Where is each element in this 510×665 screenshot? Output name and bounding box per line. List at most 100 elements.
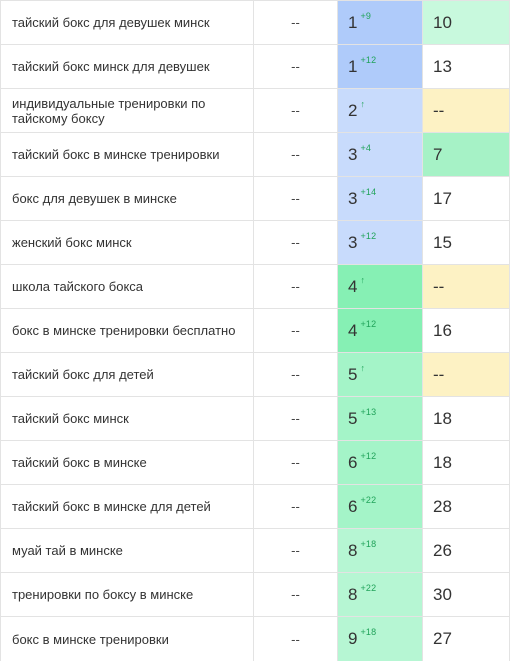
table-row: бокс для девушек в минске -- 3 +14 17	[0, 177, 510, 221]
previous-position-cell: 30	[423, 573, 510, 616]
position-cell: 9 +18	[338, 617, 423, 661]
query-cell: индивидуальные тренировки по тайскому бо…	[0, 89, 254, 132]
position-value: 8	[348, 540, 358, 560]
position-cell: 3 +14	[338, 177, 423, 220]
position-change: ↑	[360, 274, 366, 285]
frequency-cell: --	[254, 309, 338, 352]
frequency-cell: --	[254, 353, 338, 396]
position-value: 4	[348, 276, 358, 296]
position-cell: 3 +12	[338, 221, 423, 264]
table-row: тайский бокс в минске тренировки -- 3 +4 7	[0, 133, 510, 177]
position-change: +12	[360, 450, 377, 461]
position-value: 5	[348, 408, 358, 428]
position-change: +12	[360, 318, 377, 329]
query-cell: бокс в минске тренировки	[0, 617, 254, 661]
position-change: +18	[360, 627, 377, 637]
frequency-cell: --	[254, 221, 338, 264]
query-cell: школа тайского бокса	[0, 265, 254, 308]
query-cell: тайский бокс минск	[0, 397, 254, 440]
query-cell: бокс для девушек в минске	[0, 177, 254, 220]
position-change: +9	[360, 10, 372, 21]
previous-position-cell: 18	[423, 441, 510, 484]
table-row: тайский бокс для детей -- 5 ↑ --	[0, 353, 510, 397]
frequency-cell: --	[254, 265, 338, 308]
position-change: +4	[360, 142, 372, 153]
frequency-cell: --	[254, 485, 338, 528]
previous-position-cell: 15	[423, 221, 510, 264]
query-cell: бокс в минске тренировки бесплатно	[0, 309, 254, 352]
previous-position-cell: 27	[423, 617, 510, 661]
position-change: +14	[360, 186, 377, 197]
frequency-cell: --	[254, 45, 338, 88]
position-cell: 8 +22	[338, 573, 423, 616]
query-cell: тайский бокс минск для девушек	[0, 45, 254, 88]
frequency-cell: --	[254, 529, 338, 572]
position-value: 3	[348, 232, 358, 252]
position-value: 3	[348, 188, 358, 208]
position-value: 5	[348, 364, 358, 384]
table-row: тренировки по боксу в минске -- 8 +22 30	[0, 573, 510, 617]
position-value: 1	[348, 56, 358, 76]
table-row: тайский бокс в минске для детей -- 6 +22 28	[0, 485, 510, 529]
position-cell: 3 +4	[338, 133, 423, 176]
previous-position-cell: 18	[423, 397, 510, 440]
previous-position-cell: 28	[423, 485, 510, 528]
frequency-cell: --	[254, 441, 338, 484]
table-row: тайский бокс для девушек минск -- 1 +9 10	[0, 0, 510, 45]
position-value: 6	[348, 452, 358, 472]
position-value: 4	[348, 320, 358, 340]
position-value: 9	[348, 629, 358, 648]
table-row: женский бокс минск -- 3 +12 15	[0, 221, 510, 265]
position-change: ↑	[360, 98, 366, 109]
position-value: 1	[348, 12, 358, 32]
position-change: +22	[360, 494, 377, 505]
table-row: муай тай в минске -- 8 +18 26	[0, 529, 510, 573]
table-row: бокс в минске тренировки -- 9 +18 27	[0, 617, 510, 661]
frequency-cell: --	[254, 177, 338, 220]
frequency-cell: --	[254, 89, 338, 132]
previous-position-cell: 17	[423, 177, 510, 220]
previous-position-cell: --	[423, 265, 510, 308]
position-cell: 5 +13	[338, 397, 423, 440]
position-cell: 5 ↑	[338, 353, 423, 396]
position-change: +22	[360, 582, 377, 593]
position-change: +13	[360, 406, 377, 417]
frequency-cell: --	[254, 397, 338, 440]
query-cell: тайский бокс в минске	[0, 441, 254, 484]
table-row: тайский бокс в минске -- 6 +12 18	[0, 441, 510, 485]
position-cell: 6 +12	[338, 441, 423, 484]
previous-position-cell: 16	[423, 309, 510, 352]
previous-position-cell: 7	[423, 133, 510, 176]
frequency-cell: --	[254, 1, 338, 44]
position-value: 8	[348, 584, 358, 604]
frequency-cell: --	[254, 573, 338, 616]
query-cell: женский бокс минск	[0, 221, 254, 264]
query-cell: тайский бокс для детей	[0, 353, 254, 396]
query-cell: тренировки по боксу в минске	[0, 573, 254, 616]
table-row: тайский бокс минск -- 5 +13 18	[0, 397, 510, 441]
position-cell: 2 ↑	[338, 89, 423, 132]
table-row: тайский бокс минск для девушек -- 1 +12 13	[0, 45, 510, 89]
table-row: бокс в минске тренировки бесплатно -- 4 +12…	[0, 309, 510, 353]
query-cell: тайский бокс в минске тренировки	[0, 133, 254, 176]
table-row: школа тайского бокса -- 4 ↑ --	[0, 265, 510, 309]
position-change: ↑	[360, 362, 366, 373]
position-value: 6	[348, 496, 358, 516]
previous-position-cell: 13	[423, 45, 510, 88]
position-value: 2	[348, 100, 358, 120]
previous-position-cell: 26	[423, 529, 510, 572]
position-cell: 4 ↑	[338, 265, 423, 308]
position-cell: 4 +12	[338, 309, 423, 352]
position-change: +12	[360, 54, 377, 65]
position-change: +12	[360, 230, 377, 241]
position-cell: 8 +18	[338, 529, 423, 572]
query-cell: тайский бокс для девушек минск	[0, 1, 254, 44]
position-value: 3	[348, 144, 358, 164]
position-cell: 1 +9	[338, 1, 423, 44]
table-row: индивидуальные тренировки по тайскому бо…	[0, 89, 510, 133]
frequency-cell: --	[254, 617, 338, 661]
query-cell: тайский бокс в минске для детей	[0, 485, 254, 528]
frequency-cell: --	[254, 133, 338, 176]
previous-position-cell: --	[423, 353, 510, 396]
